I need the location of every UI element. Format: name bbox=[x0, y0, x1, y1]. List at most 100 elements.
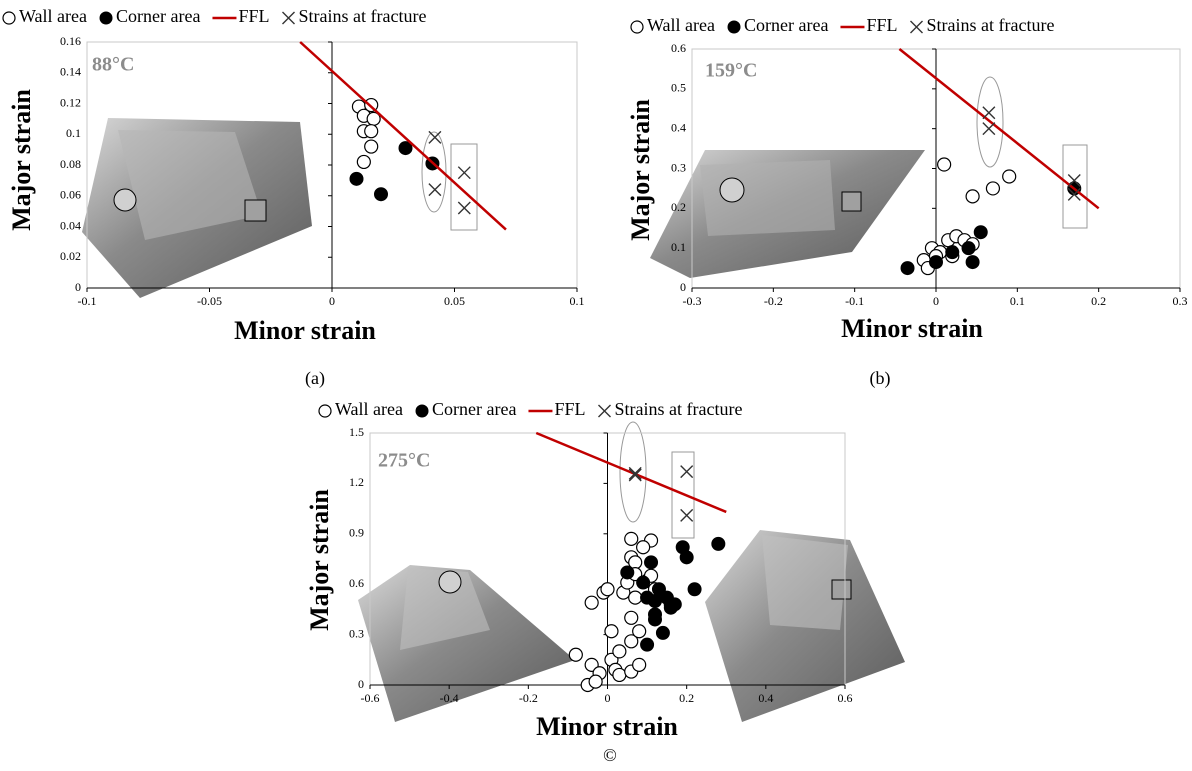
y-tick-label: 0.3 bbox=[349, 626, 364, 640]
legend-label: Corner area bbox=[744, 15, 828, 35]
legend-label: Corner area bbox=[432, 399, 516, 419]
y-tick-label: 0 bbox=[75, 280, 81, 294]
x-tick-label: -0.4 bbox=[440, 691, 459, 705]
x-tick-label: -0.1 bbox=[845, 294, 864, 308]
legend-item: FFL bbox=[212, 6, 270, 26]
y-tick-label: 0.6 bbox=[349, 576, 364, 590]
x-tick-label: -0.6 bbox=[361, 691, 380, 705]
caption: (a) bbox=[305, 368, 325, 389]
wall-point bbox=[632, 624, 647, 639]
y-tick-label: 0.14 bbox=[60, 65, 81, 79]
y-tick-label: 0 bbox=[680, 280, 686, 294]
legend-item: Corner area bbox=[99, 6, 200, 26]
legend-label: Wall area bbox=[335, 399, 403, 419]
corner-point bbox=[945, 245, 960, 260]
legend-label: Strains at fracture bbox=[615, 399, 743, 419]
wall-point bbox=[937, 157, 952, 172]
wall-point bbox=[636, 540, 651, 555]
corner-point bbox=[687, 582, 702, 597]
caption: © bbox=[603, 745, 617, 765]
corner-point bbox=[965, 255, 980, 270]
legend-swatch bbox=[910, 20, 923, 34]
fracture-point bbox=[628, 466, 642, 480]
wall-point bbox=[584, 595, 599, 610]
y-tick-label: 0.12 bbox=[60, 95, 81, 109]
legend-swatch bbox=[415, 404, 429, 418]
caption: (b) bbox=[870, 368, 891, 389]
photos bbox=[82, 118, 925, 722]
corner-marker bbox=[841, 191, 862, 212]
x-tick-label: 0.1 bbox=[570, 294, 585, 308]
y-tick-label: 1.5 bbox=[349, 425, 364, 439]
fracture-box bbox=[671, 451, 695, 539]
x-tick-label: 0.2 bbox=[679, 691, 694, 705]
y-tick-label: 0.5 bbox=[671, 81, 686, 95]
fracture-ellipse bbox=[976, 76, 1004, 168]
corner-point bbox=[929, 255, 943, 270]
y-tick-label: 0 bbox=[358, 677, 364, 691]
legend-label: Wall area bbox=[19, 6, 87, 26]
y-tick-label: 0.04 bbox=[60, 218, 81, 232]
legend-item: FFL bbox=[840, 15, 898, 35]
x-axis-label: Minor strain bbox=[234, 316, 376, 345]
fracture-point bbox=[1067, 187, 1081, 201]
wall-marker bbox=[113, 188, 137, 212]
wall-point bbox=[624, 610, 639, 625]
legend-label: FFL bbox=[554, 399, 585, 419]
fracture-point bbox=[982, 122, 996, 136]
fracture-point bbox=[428, 183, 442, 197]
legend-label: FFL bbox=[238, 6, 269, 26]
y-tick-label: 1.2 bbox=[349, 475, 364, 489]
x-tick-label: 0.4 bbox=[758, 691, 773, 705]
x-tick-label: 0.1 bbox=[1010, 294, 1025, 308]
legend-item: Strains at fracture bbox=[282, 6, 426, 26]
wall-marker bbox=[438, 570, 462, 594]
x-tick-label: -0.05 bbox=[197, 294, 222, 308]
legend-label: FFL bbox=[866, 15, 897, 35]
y-axis-label: Major strain bbox=[7, 89, 36, 231]
annotations bbox=[421, 76, 1088, 539]
fracture-point bbox=[680, 508, 694, 522]
wall-point bbox=[632, 657, 647, 672]
corner-point bbox=[640, 637, 655, 652]
specimen-cavity bbox=[118, 130, 262, 240]
y-tick-label: 0.02 bbox=[60, 249, 81, 263]
fracture-point bbox=[457, 166, 471, 180]
wall-point bbox=[364, 139, 379, 154]
corner-point bbox=[973, 225, 988, 240]
legend-swatch bbox=[282, 11, 295, 25]
corner-point bbox=[349, 171, 364, 186]
x-tick-label: -0.3 bbox=[683, 294, 702, 308]
y-tick-label: 0.9 bbox=[349, 526, 364, 540]
legend-item: Wall area bbox=[318, 399, 403, 419]
wall-point bbox=[356, 154, 371, 170]
y-tick-label: 0.16 bbox=[60, 34, 81, 48]
legend-item: Wall area bbox=[2, 6, 87, 26]
wall-point bbox=[612, 644, 627, 659]
wall-point bbox=[604, 624, 619, 639]
wall-point bbox=[1002, 169, 1017, 184]
corner-point bbox=[711, 536, 726, 551]
corner-point bbox=[398, 141, 413, 156]
specimen-cavity bbox=[700, 160, 835, 236]
temperature-label: 159°C bbox=[705, 60, 757, 82]
fracture-point bbox=[1067, 173, 1081, 187]
specimen-cavity bbox=[400, 568, 490, 650]
fracture-point bbox=[982, 106, 996, 120]
x-tick-label: 0 bbox=[933, 294, 939, 308]
wall-point bbox=[612, 667, 627, 683]
corner-point bbox=[900, 261, 915, 276]
legend-item: Wall area bbox=[630, 15, 715, 35]
legend-swatch bbox=[727, 20, 741, 34]
corner-point bbox=[648, 612, 662, 627]
fracture-ellipse bbox=[619, 421, 647, 523]
ffl-line bbox=[898, 48, 1100, 210]
legend-swatch bbox=[318, 404, 332, 418]
y-tick-label: 0.6 bbox=[671, 41, 686, 55]
wall-marker bbox=[719, 177, 745, 203]
x-axis-label: Minor strain bbox=[536, 712, 678, 741]
corner-point bbox=[655, 625, 670, 640]
fracture-ellipse bbox=[421, 131, 447, 213]
x-tick-label: -0.2 bbox=[764, 294, 783, 308]
